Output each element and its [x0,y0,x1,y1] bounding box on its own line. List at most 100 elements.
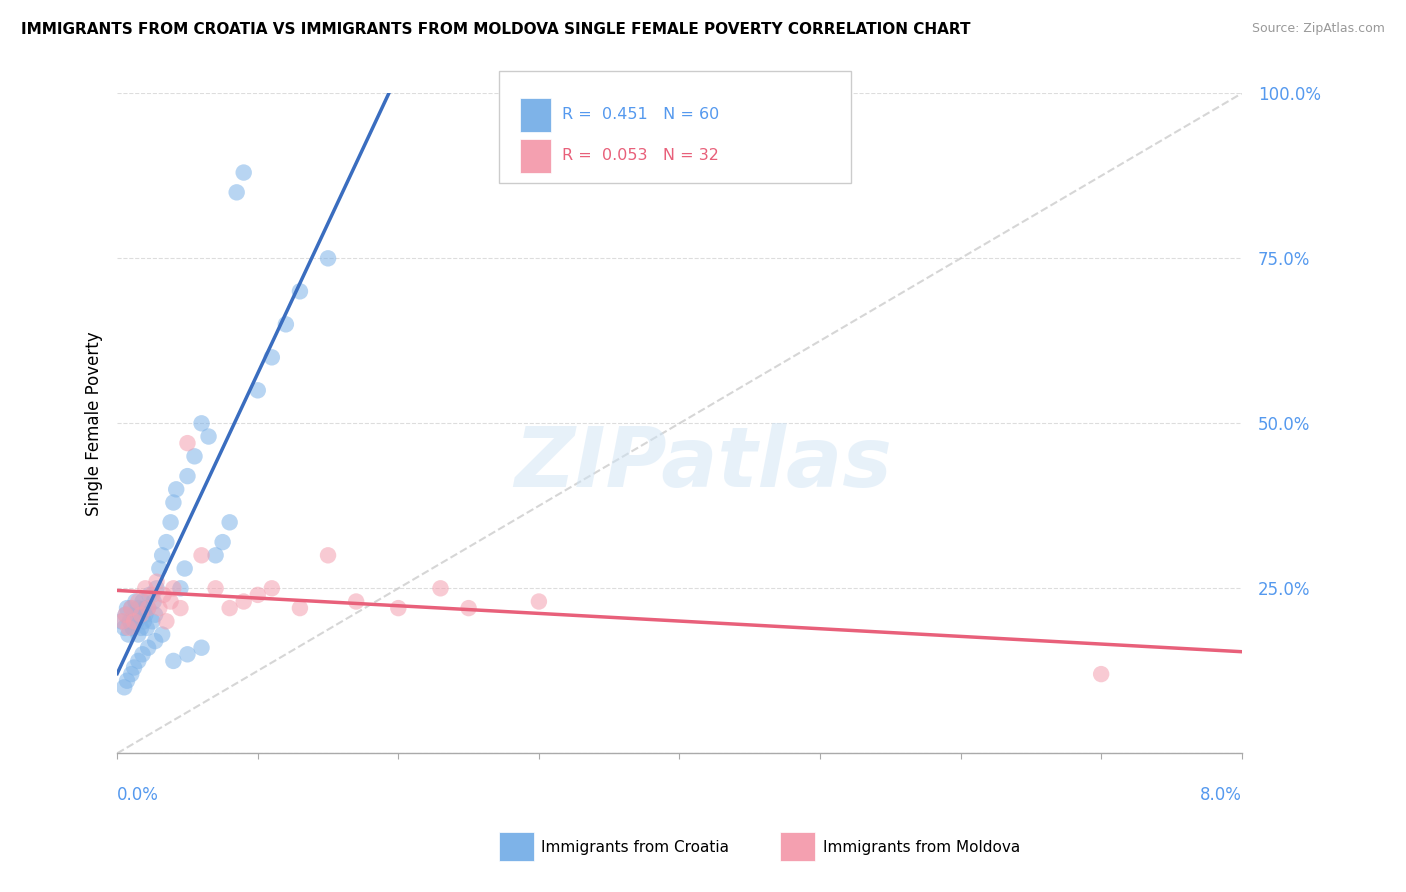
Text: Immigrants from Croatia: Immigrants from Croatia [541,840,730,855]
Point [134,607,156,622]
Point [190,549,212,563]
Point [152,588,174,602]
Text: Immigrants from Moldova: Immigrants from Moldova [823,840,1019,855]
Text: 8.0%: 8.0% [1199,786,1241,805]
Point [162,654,184,668]
Point [127,594,149,608]
Point [112,621,135,635]
Point [111,615,134,629]
Point [197,429,219,443]
Point [183,450,205,464]
Point [127,627,149,641]
Point [162,582,184,596]
Point [148,561,170,575]
Point [218,516,240,530]
Point [125,615,148,629]
Point [121,621,143,635]
Point [274,318,297,332]
Point [159,516,181,530]
Point [429,582,451,596]
Point [122,615,145,629]
Point [114,607,136,622]
Point [165,483,187,497]
Text: IMMIGRANTS FROM CROATIA VS IMMIGRANTS FROM MOLDOVA SINGLE FEMALE POVERTY CORRELA: IMMIGRANTS FROM CROATIA VS IMMIGRANTS FR… [21,22,970,37]
Text: R =  0.451   N = 60: R = 0.451 N = 60 [562,107,720,122]
Point [176,648,198,662]
Point [143,607,166,622]
Point [155,535,177,549]
Point [127,654,149,668]
Point [225,186,247,200]
Point [124,594,146,608]
Point [316,252,339,266]
Point [136,601,159,615]
Point [162,495,184,509]
Point [132,615,155,629]
Point [155,615,177,629]
Point [288,601,311,615]
Point [131,594,153,608]
Text: 0.0%: 0.0% [117,786,159,805]
Point [114,607,136,622]
Text: Source: ZipAtlas.com: Source: ZipAtlas.com [1251,22,1385,36]
Point [260,582,283,596]
Point [112,681,135,695]
Point [122,607,145,622]
Point [204,549,226,563]
Point [148,601,170,615]
Point [260,351,283,365]
Y-axis label: Single Female Poverty: Single Female Poverty [86,331,103,516]
Point [120,667,142,681]
Point [131,648,153,662]
Point [128,607,150,622]
Point [145,582,167,596]
Point [115,673,138,688]
Point [142,594,165,608]
Point [150,627,173,641]
Point [120,601,142,615]
Point [150,549,173,563]
Point [138,588,160,602]
Point [387,601,409,615]
Point [218,601,240,615]
Point [159,594,181,608]
Point [120,601,142,615]
Point [1090,667,1112,681]
Point [135,621,157,635]
Point [246,384,269,398]
Point [127,601,149,615]
Point [246,588,269,602]
Point [117,627,139,641]
Point [288,285,311,299]
Point [204,582,226,596]
Point [143,634,166,648]
Point [122,660,145,674]
Text: R =  0.053   N = 32: R = 0.053 N = 32 [562,148,720,163]
Point [169,601,191,615]
Point [115,601,138,615]
Point [136,601,159,615]
Point [136,640,159,655]
Point [169,582,191,596]
Point [176,469,198,483]
Point [110,615,132,629]
Point [173,561,195,575]
Point [211,535,233,549]
Point [190,640,212,655]
Point [134,582,156,596]
Point [190,417,212,431]
Point [232,594,254,608]
Point [134,601,156,615]
Point [344,594,367,608]
Point [145,574,167,589]
Point [141,588,163,602]
Point [457,601,479,615]
Point [118,615,141,629]
Point [129,621,152,635]
Point [129,607,152,622]
Text: ZIPatlas: ZIPatlas [515,424,891,504]
Point [527,594,550,608]
Point [176,436,198,450]
Point [316,549,339,563]
Point [117,621,139,635]
